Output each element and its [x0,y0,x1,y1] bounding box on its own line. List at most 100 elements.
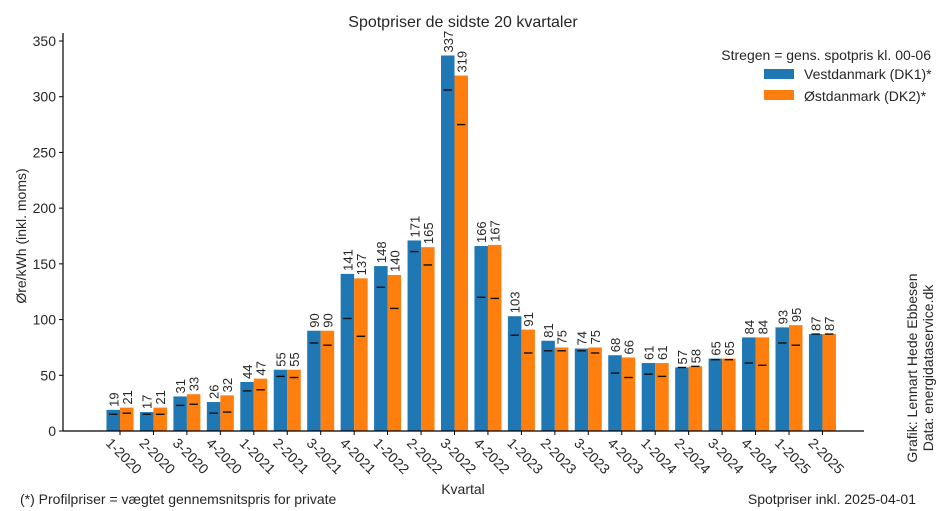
bar-label-dk2: 319 [454,51,469,73]
bar-dk2 [789,325,803,431]
x-tick-label: 2-2021 [270,435,312,477]
bar-label-dk2: 140 [387,250,402,272]
chart-title: Spotpriser de sidste 20 kvartaler [348,14,578,31]
bar-dk1 [675,367,689,431]
bar-dk1 [273,369,288,431]
bar-label-dk2: 75 [555,330,570,344]
bar-label-dk1: 19 [106,392,121,406]
bar-dk1 [206,402,221,431]
x-tick-label: 2-2024 [672,435,714,477]
bar-label-dk2: 55 [287,352,302,366]
bar-label-dk2: 167 [488,220,503,242]
credit-source: Data: energidataservice.dk [920,284,936,452]
x-tick-label: 3-2023 [571,435,613,477]
y-tick-label: 0 [48,423,56,439]
y-axis-ticks: 0 50 100 150 200 250 300 350 [33,33,63,439]
bar-label-dk1: 44 [240,365,255,379]
bar-label-dk2: 87 [822,317,837,331]
x-tick-label: 1-2022 [370,435,412,477]
x-tick-label: 3-2022 [437,435,479,477]
bar-dk2 [287,369,301,431]
bar-label-dk2: 84 [755,320,770,334]
bar-label-dk2: 33 [187,377,202,391]
bar-label-dk1: 65 [708,341,723,355]
bar-dk2 [487,244,502,431]
x-tick-label: 3-2021 [304,435,346,477]
bar-dk1 [441,55,455,431]
x-tick-label: 4-2020 [203,435,245,477]
bar-label-dk2: 66 [622,340,637,354]
bar-label-dk1: 68 [608,338,623,352]
bar-dk2 [220,395,234,431]
bar-dk1 [574,348,589,431]
bar-dk1 [641,363,656,431]
x-tick-label: 4-2023 [605,435,647,477]
y-tick-label: 100 [33,312,57,328]
bar-label-dk1: 26 [207,385,222,399]
x-tick-label: 4-2021 [337,435,379,477]
bar-label-dk2: 165 [421,222,436,244]
bar-dk2 [320,330,335,431]
y-tick-label: 50 [40,367,56,383]
y-tick-label: 150 [33,256,57,272]
bar-label-dk2: 21 [153,390,168,404]
bar-dk2 [621,357,636,431]
x-axis-ticks: 1-20202-20203-20204-20201-20212-20213-20… [103,431,848,477]
bar-label-dk2: 47 [254,361,269,375]
bar-label-dk2: 61 [655,346,670,360]
bar-label-dk1: 61 [641,346,656,360]
legend: Stregen = gens. spotpris kl. 00-06 Vestd… [721,47,932,104]
bar-dk1 [608,355,622,431]
bar-dk1 [708,358,723,431]
bar-dk1 [474,246,488,431]
x-tick-label: 1-2021 [237,435,279,477]
y-axis-label: Øre/kWh (inkl. moms) [13,168,29,303]
x-tick-label: 2-2025 [805,435,847,477]
y-tick-label: 350 [33,33,57,49]
bar-dk1 [374,266,388,431]
bar-label-dk1: 103 [508,292,523,314]
bar-label-dk2: 21 [120,390,135,404]
bar-label-dk1: 17 [140,395,155,409]
bar-label-dk1: 74 [575,331,590,345]
bar-label-dk2: 32 [220,378,235,392]
bar-dk2 [521,329,535,431]
bar-dk1 [340,273,355,431]
bar-dk2 [421,247,435,431]
x-tick-label: 1-2025 [772,435,814,477]
legend-title: Stregen = gens. spotpris kl. 00-06 [721,47,931,63]
bar-label-dk1: 57 [675,350,690,364]
bar-label-dk2: 90 [320,313,335,327]
bar-dk1 [507,316,522,431]
bar-dk1 [742,337,756,431]
bar-dk2 [655,363,669,431]
bar-label-dk1: 84 [742,320,757,334]
legend-swatch-dk2 [764,90,794,100]
x-tick-label: 1-2023 [504,435,546,477]
bar-label-dk2: 75 [588,330,603,344]
x-tick-label: 1-2020 [103,435,145,477]
bar-dk2 [822,334,836,431]
x-tick-label: 2-2023 [538,435,580,477]
bar-label-dk2: 137 [354,254,369,276]
bar-label-dk1: 166 [474,221,489,243]
legend-label-dk1: Vestdanmark (DK1)* [804,66,932,82]
bar-dk2 [253,378,268,431]
bar-dk1 [407,240,422,431]
bar-dk1 [139,412,154,431]
x-tick-label: 3-2020 [170,435,212,477]
bar-label-dk1: 337 [441,31,456,53]
bar-label-dk1: 81 [541,323,556,337]
x-tick-label: 3-2024 [705,435,747,477]
bar-dk2 [186,394,201,431]
bar-dk1 [307,330,321,431]
x-tick-label: 2-2022 [404,435,446,477]
footer-note: (*) Profilpriser = vægtet gennemsnitspri… [20,491,336,507]
bar-dk1 [173,396,187,431]
bar-dk2 [354,278,368,431]
legend-swatch-dk1 [764,69,794,79]
x-tick-label: 1-2024 [638,435,680,477]
bar-dk1 [541,340,555,431]
